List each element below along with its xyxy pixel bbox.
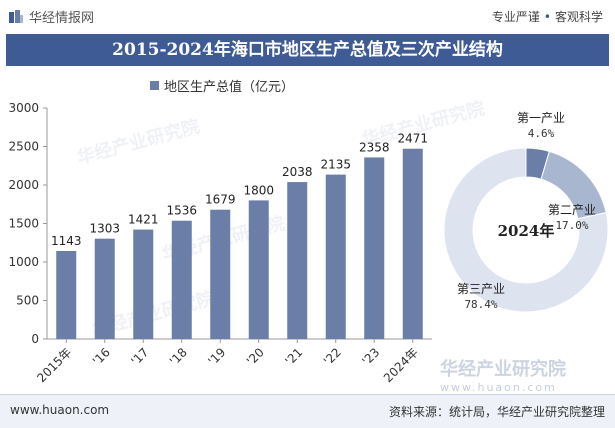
footer: www.huaon.com 资料来源：统计局，华经产业研究院整理	[0, 394, 615, 428]
y-tick-label: 3000	[8, 101, 39, 115]
bar[interactable]	[171, 220, 192, 339]
donut-chart: 第一产业 4.6% 第二产业 17.0% 第三产业 78.4% 2024年	[443, 111, 609, 313]
bar[interactable]	[325, 174, 346, 339]
y-tick-label: 1000	[8, 255, 39, 269]
slogan: 专业严谨 • 客观科学	[492, 8, 603, 25]
y-tick-label: 0	[31, 332, 39, 346]
donut-slice[interactable]	[443, 147, 609, 313]
x-tick-label: '21	[282, 345, 305, 368]
footer-source: 资料来源：统计局，华经产业研究院整理	[388, 405, 605, 419]
bar[interactable]	[210, 209, 231, 339]
watermark-brand-url: www.huaon.com	[440, 381, 557, 394]
bar-data-label: 1303	[89, 222, 120, 236]
brand-logo-icon	[8, 9, 24, 25]
bar-data-label: 1679	[205, 193, 236, 207]
y-tick-label: 2500	[8, 140, 39, 154]
slice-value-label: 78.4%	[464, 298, 497, 311]
footer-site-link[interactable]: www.huaon.com	[10, 403, 110, 417]
legend-label: 地区生产总值（亿元）	[164, 80, 295, 95]
y-tick-label: 500	[16, 294, 39, 308]
x-tick-label: '19	[205, 345, 228, 368]
bar[interactable]	[133, 229, 154, 339]
bar-data-label: 1536	[166, 204, 197, 218]
brand-name: 华经情报网	[29, 11, 95, 26]
x-tick-label: '18	[167, 345, 190, 368]
chart-title: 2015-2024年海口市地区生产总值及三次产业结构	[6, 34, 609, 66]
slice-value-label: 4.6%	[528, 127, 555, 140]
watermark-brand-name: 华经产业研究院	[440, 359, 566, 380]
y-tick-label: 2000	[8, 178, 39, 192]
x-tick-label: '22	[321, 345, 344, 368]
brand-logo[interactable]: 华经情报网	[8, 7, 94, 26]
legend-swatch	[150, 81, 159, 90]
bar[interactable]	[248, 200, 269, 339]
top-bar: 华经情报网 专业严谨 • 客观科学	[0, 0, 615, 32]
slice-name-label: 第二产业	[548, 203, 596, 217]
bar[interactable]	[364, 157, 385, 339]
x-tick-label: 2015年	[34, 345, 74, 385]
bar-data-label: 1800	[243, 183, 274, 197]
bar[interactable]	[287, 182, 308, 339]
x-tick-label: '16	[90, 345, 113, 368]
donut-center-label: 2024年	[498, 222, 555, 240]
bar-data-label: 1421	[128, 213, 159, 227]
bar[interactable]	[56, 250, 77, 339]
slogan-left: 专业严谨	[491, 10, 540, 24]
bar-data-label: 2358	[359, 140, 390, 154]
watermark-brand: 华经产业研究院 www.huaon.com	[440, 355, 566, 394]
slice-value-label: 17.0%	[555, 219, 588, 232]
slogan-separator: •	[543, 10, 551, 24]
slice-name-label: 第三产业	[457, 282, 505, 296]
x-tick-label: '17	[128, 345, 151, 368]
slogan-right: 客观科学	[554, 10, 603, 24]
y-tick-label: 1500	[8, 217, 39, 231]
bar[interactable]	[402, 148, 423, 339]
bar-data-label: 1143	[51, 234, 82, 248]
bar[interactable]	[94, 238, 115, 339]
x-tick-label: '23	[359, 345, 382, 368]
chart-legend: 地区生产总值（亿元）	[150, 76, 294, 95]
bar-data-label: 2038	[282, 165, 313, 179]
bar-series: 1143 1303 1421 1536 1679 1800 2038 2135 2358 2471	[51, 132, 428, 339]
x-tick-label: 2024年	[381, 345, 421, 385]
x-tick-label: '20	[244, 345, 267, 368]
slice-name-label: 第一产业	[517, 111, 565, 125]
bar-data-label: 2135	[320, 158, 351, 172]
bar-data-label: 2471	[397, 132, 428, 146]
